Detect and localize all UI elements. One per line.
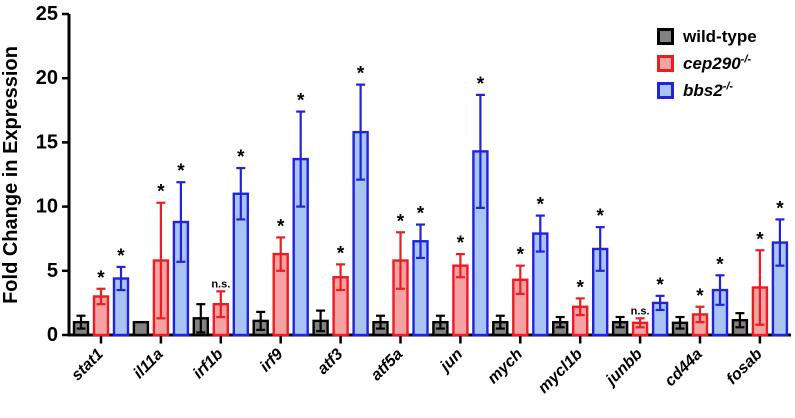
- significance-asterisk: *: [117, 246, 125, 267]
- x-category-label: stat1: [68, 346, 107, 385]
- significance-asterisk: *: [97, 268, 105, 289]
- y-tick-label: 15: [36, 131, 58, 153]
- significance-asterisk: *: [596, 206, 604, 227]
- significance-asterisk: *: [756, 229, 764, 250]
- not-significant-label: n.s.: [211, 278, 230, 290]
- x-category-label: junbb: [602, 346, 646, 390]
- legend-item-cep290: cep290-/-: [657, 53, 757, 73]
- significance-asterisk: *: [656, 275, 664, 296]
- y-axis-title: Fold Change in Expression: [0, 46, 22, 304]
- significance-asterisk: *: [537, 195, 545, 216]
- legend-label-wild-type: wild-type: [683, 27, 757, 46]
- legend-label-cep290: cep290-/-: [683, 53, 752, 73]
- legend-swatch-wild-type: [657, 28, 674, 45]
- x-category-label: irf1b: [190, 346, 227, 383]
- x-category-label: mych: [485, 346, 527, 388]
- x-category-label: jun: [436, 346, 467, 377]
- x-category-label: atf5a: [368, 346, 407, 385]
- x-category-label: cd44a: [662, 346, 706, 390]
- significance-asterisk: *: [776, 198, 784, 219]
- significance-asterisk: *: [517, 245, 525, 266]
- significance-asterisk: *: [716, 254, 724, 275]
- x-category-label: atf3: [314, 346, 346, 378]
- legend-label-bbs2: bbs2-/-: [683, 80, 734, 100]
- significance-asterisk: *: [397, 211, 405, 232]
- significance-asterisk: *: [297, 91, 305, 112]
- x-category-label: irf9: [257, 346, 287, 376]
- y-tick-label: 10: [36, 196, 58, 218]
- y-tick-label: 5: [47, 260, 58, 282]
- x-category-label: fosab: [724, 346, 766, 388]
- legend-item-bbs2: bbs2-/-: [657, 80, 757, 100]
- legend-swatch-bbs2: [657, 82, 674, 99]
- significance-asterisk: *: [157, 182, 165, 203]
- significance-asterisk: *: [457, 233, 465, 254]
- legend-item-wild-type: wild-type: [657, 28, 757, 45]
- significance-asterisk: *: [277, 216, 285, 237]
- significance-asterisk: *: [357, 64, 365, 85]
- y-tick-label: 0: [47, 324, 58, 346]
- significance-asterisk: *: [576, 277, 584, 298]
- bar: [132, 320, 150, 337]
- y-tick-label: 25: [36, 3, 58, 25]
- not-significant-label: n.s.: [631, 305, 650, 317]
- significance-asterisk: *: [237, 147, 245, 168]
- legend: wild-type cep290-/- bbs2-/-: [657, 28, 757, 99]
- significance-asterisk: *: [477, 74, 485, 95]
- y-tick-label: 20: [36, 67, 58, 89]
- significance-asterisk: *: [417, 204, 425, 225]
- x-category-label: mycl1b: [535, 346, 586, 397]
- x-category-label: il11a: [130, 346, 166, 382]
- significance-asterisk: *: [337, 243, 345, 264]
- significance-asterisk: *: [696, 286, 704, 307]
- significance-asterisk: *: [177, 161, 185, 182]
- legend-swatch-cep290: [657, 55, 674, 72]
